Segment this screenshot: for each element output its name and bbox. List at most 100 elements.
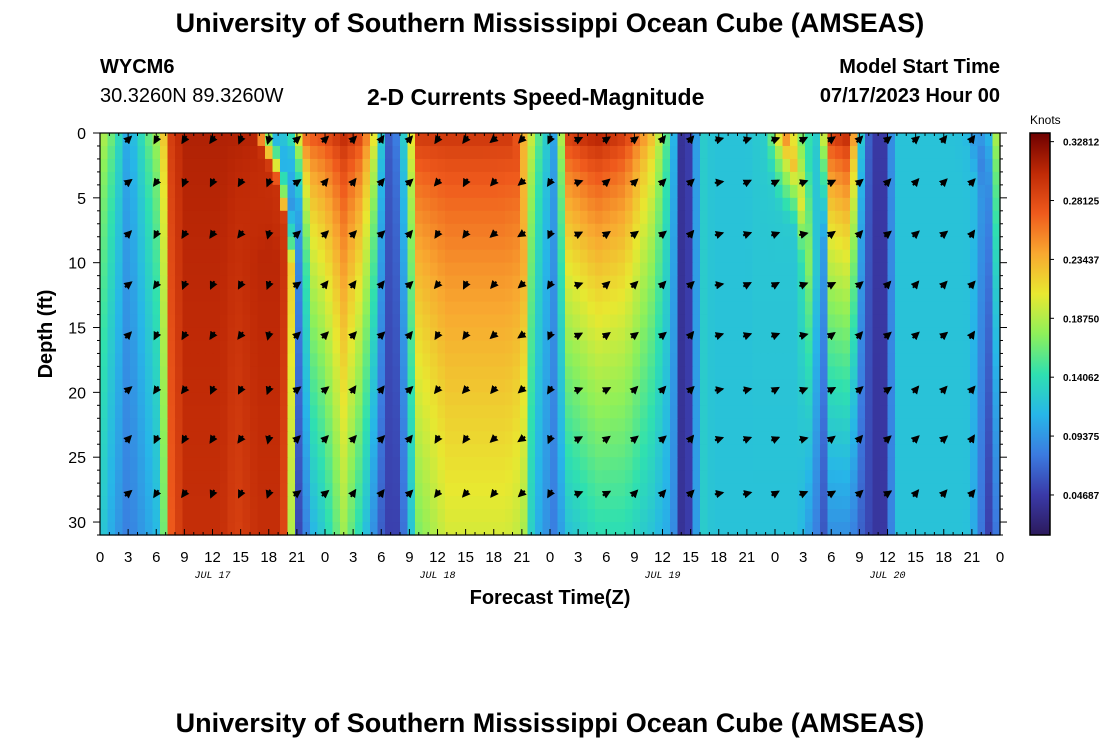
heatmap-cell bbox=[752, 366, 761, 380]
heatmap-cell bbox=[295, 405, 304, 419]
heatmap-cell bbox=[175, 444, 184, 458]
heatmap-cell bbox=[437, 340, 446, 355]
heatmap-cell bbox=[452, 145, 461, 160]
current-vector-arrow bbox=[854, 135, 864, 145]
current-vector-arrow bbox=[404, 489, 414, 499]
heatmap-cell bbox=[992, 288, 1001, 303]
heatmap-cell bbox=[377, 197, 386, 212]
heatmap-cell bbox=[107, 184, 116, 199]
heatmap-cell bbox=[722, 431, 731, 445]
heatmap-cell bbox=[985, 223, 994, 238]
heatmap-cell bbox=[287, 431, 296, 445]
heatmap-cell bbox=[325, 288, 334, 303]
heatmap-cell bbox=[295, 197, 304, 212]
x-tick-label: 3 bbox=[574, 549, 582, 566]
heatmap-cell bbox=[107, 340, 116, 355]
heatmap-cell bbox=[497, 236, 506, 251]
heatmap-cell bbox=[190, 288, 199, 303]
heatmap-cell bbox=[880, 223, 889, 238]
heatmap-cell bbox=[730, 288, 739, 303]
heatmap-cell bbox=[497, 444, 506, 458]
heatmap-cell bbox=[235, 288, 244, 303]
heatmap-cell bbox=[835, 314, 844, 329]
heatmap-cell bbox=[437, 249, 446, 264]
heatmap-cell bbox=[385, 509, 394, 523]
y-axis-label: Depth (ft) bbox=[35, 290, 57, 379]
heatmap-cell bbox=[857, 262, 866, 277]
heatmap-cell bbox=[272, 184, 281, 199]
heatmap-cell bbox=[175, 405, 184, 419]
heatmap-cell bbox=[137, 470, 146, 484]
current-vector-arrow bbox=[123, 135, 133, 145]
current-vector-arrow bbox=[826, 386, 837, 395]
current-vector-arrow bbox=[320, 230, 330, 240]
current-vector-arrow bbox=[434, 229, 443, 239]
heatmap-cell bbox=[865, 366, 874, 380]
model-start-label: Model Start Time bbox=[839, 56, 1000, 78]
heatmap-cell bbox=[715, 392, 724, 406]
heatmap-cell bbox=[857, 392, 866, 406]
heatmap-cell bbox=[422, 444, 431, 458]
current-vector-arrow bbox=[629, 178, 639, 188]
heatmap-cell bbox=[745, 275, 754, 290]
heatmap-cell bbox=[520, 145, 529, 160]
heatmap-cell bbox=[767, 184, 776, 199]
heatmap-cell bbox=[415, 249, 424, 264]
heatmap-cell bbox=[250, 340, 259, 355]
heatmap-cell bbox=[437, 353, 446, 368]
heatmap-cell bbox=[805, 197, 814, 212]
heatmap-cell bbox=[820, 353, 829, 368]
heatmap-cell bbox=[220, 171, 229, 186]
heatmap-cell bbox=[580, 444, 589, 458]
heatmap-cell bbox=[415, 457, 424, 471]
heatmap-cell bbox=[700, 366, 709, 380]
heatmap-cell bbox=[580, 418, 589, 432]
heatmap-cell bbox=[902, 171, 911, 186]
heatmap-cell bbox=[475, 197, 484, 212]
heatmap-cell bbox=[812, 366, 821, 380]
heatmap-cell bbox=[280, 457, 289, 471]
current-vector-arrow bbox=[629, 385, 639, 395]
heatmap-cell bbox=[505, 483, 514, 497]
heatmap-cell bbox=[617, 405, 626, 419]
heatmap-cell bbox=[295, 509, 304, 523]
heatmap-cell bbox=[827, 470, 836, 484]
heatmap-cell bbox=[707, 509, 716, 523]
heatmap-cell bbox=[790, 249, 799, 264]
heatmap-cell bbox=[557, 379, 566, 393]
heatmap-cell bbox=[250, 275, 259, 290]
heatmap-cell bbox=[182, 418, 191, 432]
heatmap-cell bbox=[437, 392, 446, 406]
heatmap-cell bbox=[760, 470, 769, 484]
heatmap-cell bbox=[407, 444, 416, 458]
heatmap-cell bbox=[325, 197, 334, 212]
heatmap-cell bbox=[220, 470, 229, 484]
heatmap-cell bbox=[977, 431, 986, 445]
heatmap-cell bbox=[467, 483, 476, 497]
heatmap-cell bbox=[505, 275, 514, 290]
heatmap-cell bbox=[212, 262, 221, 277]
heatmap-cell bbox=[842, 184, 851, 199]
heatmap-cell bbox=[542, 314, 551, 329]
heatmap-cell bbox=[955, 184, 964, 199]
heatmap-cell bbox=[137, 236, 146, 251]
heatmap-cell bbox=[257, 353, 266, 368]
heatmap-cell bbox=[722, 457, 731, 471]
heatmap-cell bbox=[707, 236, 716, 251]
heatmap-cell bbox=[887, 197, 896, 212]
heatmap-cell bbox=[700, 171, 709, 186]
heatmap-cell bbox=[805, 340, 814, 355]
heatmap-cell bbox=[377, 444, 386, 458]
heatmap-cell bbox=[767, 275, 776, 290]
heatmap-cell bbox=[730, 470, 739, 484]
heatmap-cell bbox=[985, 158, 994, 173]
heatmap-cell bbox=[422, 366, 431, 380]
heatmap-cell bbox=[527, 249, 536, 264]
heatmap-cell bbox=[167, 210, 176, 225]
heatmap-cell bbox=[542, 431, 551, 445]
heatmap-cell bbox=[722, 145, 731, 160]
heatmap-cell bbox=[160, 444, 169, 458]
heatmap-cell bbox=[842, 249, 851, 264]
heatmap-cell bbox=[835, 236, 844, 251]
heatmap-cell bbox=[677, 353, 686, 368]
